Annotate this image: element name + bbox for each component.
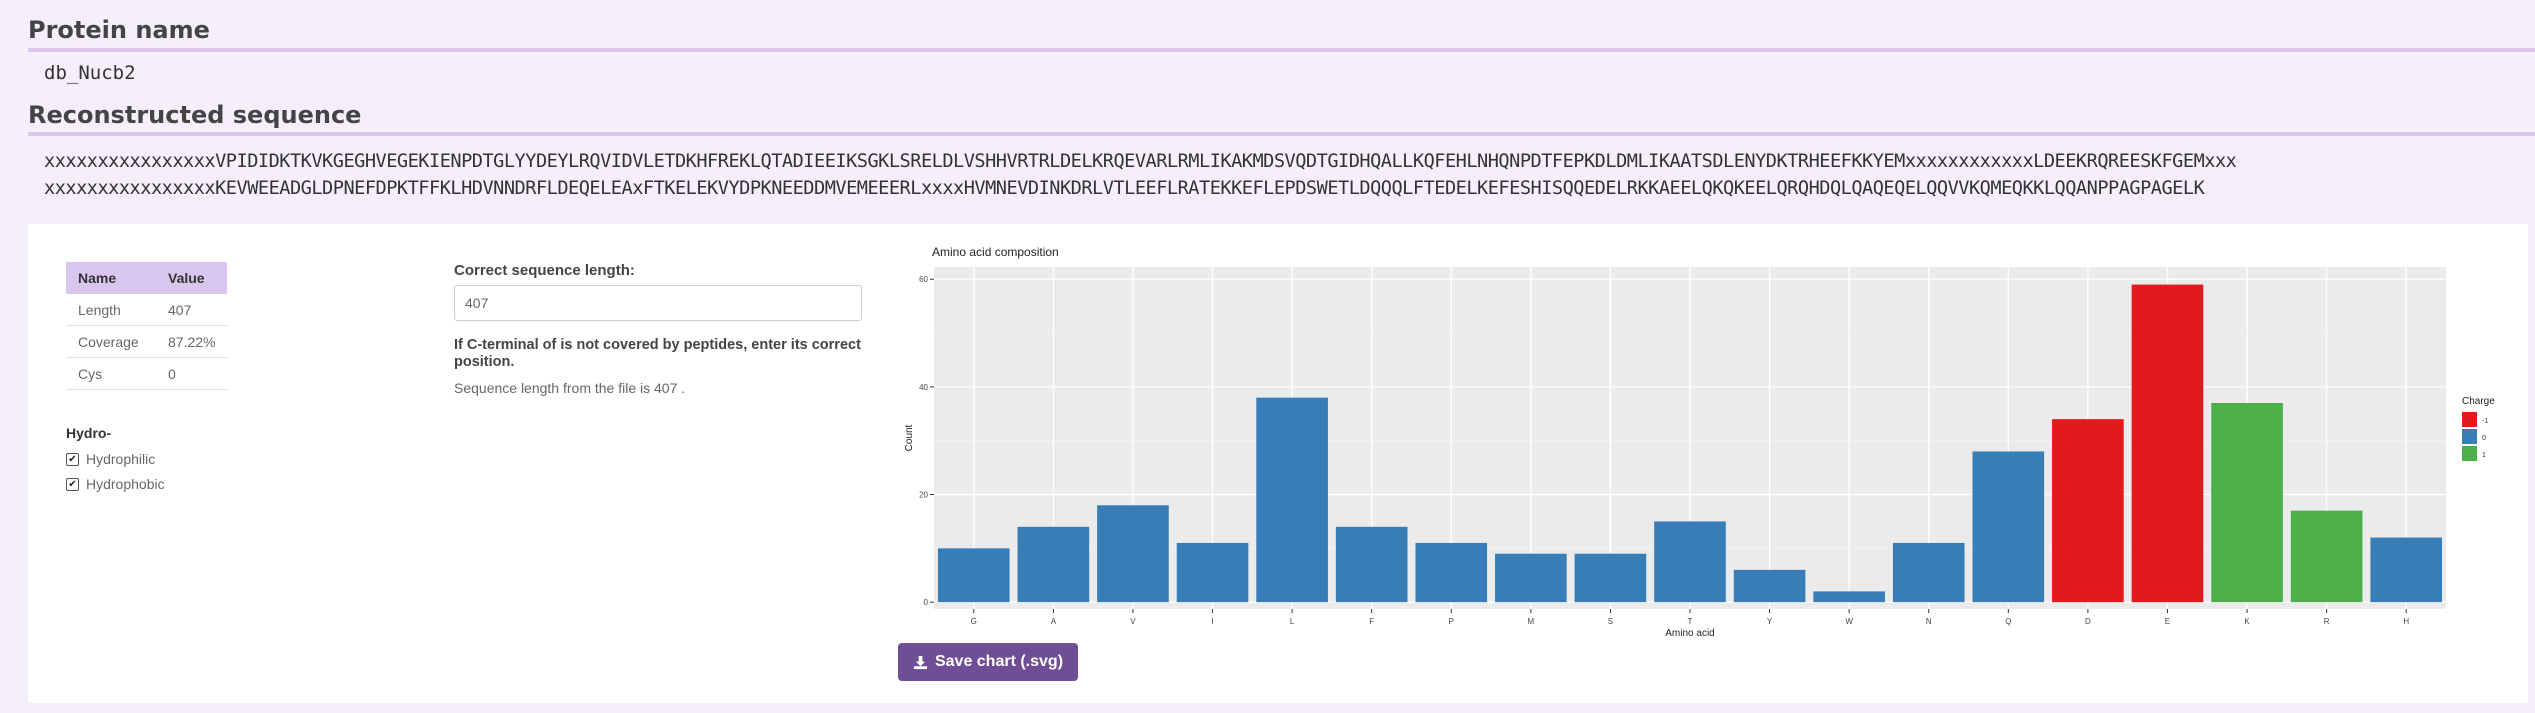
sequence-heading: Reconstructed sequence xyxy=(28,101,362,129)
x-tick-label: M xyxy=(1528,617,1535,626)
hydro-title: Hydro- xyxy=(66,425,112,441)
sequence-line-1: xxxxxxxxxxxxxxxxVPIDIDKTKVKGEGHVEGEKIENP… xyxy=(44,151,2237,172)
y-tick-label: 40 xyxy=(919,383,928,392)
legend-swatch xyxy=(2462,412,2477,427)
chart-title: Amino acid composition xyxy=(932,245,1059,259)
bar-E xyxy=(2131,284,2204,603)
legend-label: 0 xyxy=(2482,435,2486,442)
file-length-note: Sequence length from the file is 407 . xyxy=(454,380,686,396)
y-tick-label: 60 xyxy=(919,275,928,284)
y-tick-label: 0 xyxy=(924,598,929,607)
sequence-length-input[interactable] xyxy=(454,285,862,321)
checkbox-label: Hydrophobic xyxy=(86,476,165,492)
stat-name: Coverage xyxy=(66,325,156,358)
checkbox-label: Hydrophilic xyxy=(86,451,156,467)
stat-name: Length xyxy=(66,294,156,326)
x-axis-label: Amino acid xyxy=(1665,628,1714,639)
stats-table: Name Value Length 407 Coverage 87.22% Cy… xyxy=(66,262,228,390)
protein-name-value: db_Nucb2 xyxy=(44,62,136,84)
bar-M xyxy=(1495,553,1567,603)
table-row: Length 407 xyxy=(66,294,228,326)
bar-R xyxy=(2290,510,2363,603)
table-row: Coverage 87.22% xyxy=(66,325,228,358)
x-tick-label: R xyxy=(2324,617,2330,626)
x-tick-label: D xyxy=(2085,617,2091,626)
stat-name: Cys xyxy=(66,357,156,390)
legend-title: Charge xyxy=(2462,396,2495,407)
bar-S xyxy=(1574,553,1647,603)
x-tick-label: H xyxy=(2403,617,2409,626)
x-tick-label: F xyxy=(1369,617,1374,626)
x-tick-label: L xyxy=(1290,617,1295,626)
legend-label: -1 xyxy=(2482,418,2488,425)
checkmark-icon: ✔ xyxy=(68,453,77,465)
bar-K xyxy=(2211,403,2283,603)
hydrophobic-checkbox[interactable]: ✔ xyxy=(66,477,79,491)
x-tick-label: Y xyxy=(1767,617,1773,626)
x-tick-label: G xyxy=(971,617,977,626)
c-terminal-help: If C-terminal of is not covered by pepti… xyxy=(454,337,861,370)
bar-V xyxy=(1097,505,1169,603)
bar-I xyxy=(1176,542,1249,603)
bar-G xyxy=(937,548,1010,603)
legend-swatch xyxy=(2462,429,2477,444)
bar-F xyxy=(1335,526,1408,603)
legend-swatch xyxy=(2462,446,2477,461)
save-chart-button[interactable]: Save chart (.svg) xyxy=(898,643,1078,681)
download-icon xyxy=(913,655,928,669)
legend-label: 1 xyxy=(2482,452,2486,459)
hydrophobic-checkbox-row[interactable]: ✔ Hydrophobic xyxy=(66,476,165,492)
sequence-length-label: Correct sequence length: xyxy=(454,262,635,279)
x-tick-label: S xyxy=(1608,617,1613,626)
save-chart-label: Save chart (.svg) xyxy=(934,653,1064,670)
heading-divider xyxy=(28,48,2535,52)
x-tick-label: T xyxy=(1688,617,1693,626)
bar-T xyxy=(1654,521,1726,603)
hydrophilic-checkbox[interactable]: ✔ xyxy=(66,452,79,466)
x-tick-label: P xyxy=(1449,617,1454,626)
heading-divider xyxy=(28,132,2535,136)
bar-Q xyxy=(1972,451,2045,603)
stat-value: 0 xyxy=(156,357,228,390)
x-tick-label: E xyxy=(2165,617,2170,626)
stat-value: 407 xyxy=(156,294,228,326)
bar-H xyxy=(2370,537,2443,603)
x-tick-label: Q xyxy=(2005,617,2011,626)
x-tick-label: V xyxy=(1130,617,1136,626)
x-tick-label: I xyxy=(1211,617,1213,626)
column-header-value: Value xyxy=(156,262,228,294)
protein-name-heading: Protein name xyxy=(28,16,210,44)
bar-W xyxy=(1813,591,1885,603)
amino-acid-chart: Amino acid composition 0 20 40 60 G A V I L F P M S T Y… xyxy=(904,245,2495,639)
x-tick-label: W xyxy=(1845,617,1853,626)
column-header-name: Name xyxy=(66,262,156,294)
stat-value: 87.22% xyxy=(156,325,228,358)
stats-header-row: Name Value xyxy=(66,262,228,294)
checkmark-icon: ✔ xyxy=(68,478,77,490)
x-tick-label: N xyxy=(1926,617,1932,626)
table-row: Cys 0 xyxy=(66,357,228,390)
bar-A xyxy=(1017,526,1090,603)
bar-L xyxy=(1256,397,1328,603)
y-tick-label: 20 xyxy=(919,491,928,500)
sequence-line-2: xxxxxxxxxxxxxxxxKEVWEEADGLDPNEFDPKTFFKLH… xyxy=(44,178,2205,199)
bar-D xyxy=(2052,419,2124,603)
x-tick-label: K xyxy=(2244,617,2250,626)
hydrophilic-checkbox-row[interactable]: ✔ Hydrophilic xyxy=(66,451,155,467)
bar-N xyxy=(1892,542,1965,603)
y-axis-label: Count xyxy=(904,424,915,451)
bar-P xyxy=(1415,542,1488,603)
bar-Y xyxy=(1733,569,1806,603)
x-tick-label: A xyxy=(1051,617,1057,626)
